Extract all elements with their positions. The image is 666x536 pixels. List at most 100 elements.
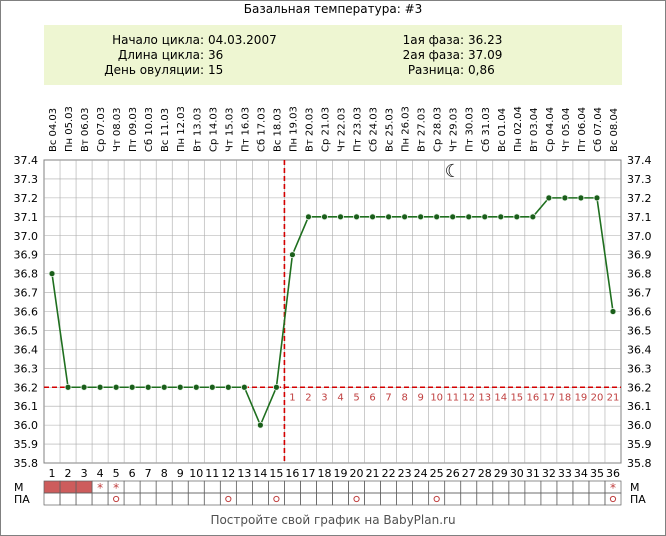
cycle-start-row: Начало цикла: 04.03.2007 bbox=[44, 33, 344, 48]
y-tick-label-left: 36.5 bbox=[14, 324, 39, 337]
phase1-row: 1ая фаза: 36.23 bbox=[344, 33, 622, 48]
date-label: Сб 24.03 bbox=[369, 107, 380, 152]
m-row-cell bbox=[332, 480, 349, 494]
temperature-point bbox=[96, 383, 104, 391]
luteal-phase-number: 12 bbox=[462, 392, 475, 403]
cycle-day-label: 30 bbox=[510, 467, 524, 480]
luteal-phase-number: 6 bbox=[369, 392, 375, 403]
cycle-day-label: 25 bbox=[430, 467, 444, 480]
y-tick-label-left: 36.9 bbox=[14, 249, 39, 262]
y-tick-label-right: 36.8 bbox=[627, 268, 652, 281]
date-label: Ср 14.03 bbox=[208, 107, 219, 152]
cycle-day-label: 3 bbox=[81, 467, 88, 480]
luteal-phase-number: 17 bbox=[543, 392, 556, 403]
cycle-day-label: 17 bbox=[301, 467, 315, 480]
temperature-point bbox=[433, 213, 441, 221]
temperature-point bbox=[513, 213, 521, 221]
pa-row-cell bbox=[59, 492, 77, 506]
cycle-info-right: 1ая фаза: 36.23 2ая фаза: 37.09 Разница:… bbox=[344, 33, 622, 78]
y-tick-label-right: 36.2 bbox=[627, 381, 652, 394]
date-label: Ср 07.03 bbox=[96, 107, 107, 152]
pa-row-cell bbox=[540, 492, 558, 506]
m-row-cell bbox=[476, 480, 494, 494]
footer-link[interactable]: Постройте свой график на BabyPlan.ru bbox=[210, 513, 456, 527]
chart-title: Базальная температура: #3 bbox=[243, 2, 423, 16]
cycle-day-label: 4 bbox=[97, 467, 104, 480]
pa-row-cell bbox=[332, 492, 349, 506]
cycle-day-label: 18 bbox=[317, 467, 331, 480]
cycle-start-value: 04.03.2007 bbox=[208, 33, 277, 47]
m-row-cell bbox=[155, 480, 173, 494]
temperature-point bbox=[577, 194, 585, 202]
date-label: Пн 19.03 bbox=[288, 106, 299, 152]
cycle-length-value: 36 bbox=[208, 48, 224, 62]
m-row-cell bbox=[428, 480, 446, 494]
pa-row-cell bbox=[155, 492, 173, 506]
date-label: Вс 11.03 bbox=[160, 108, 171, 152]
pa-row-cell bbox=[252, 492, 269, 506]
luteal-phase-number: 20 bbox=[591, 392, 604, 403]
date-label: Чт 22.03 bbox=[337, 108, 348, 153]
temperature-point bbox=[497, 213, 505, 221]
date-label: Пн 12.03 bbox=[176, 106, 187, 152]
cycle-day-label: 22 bbox=[382, 467, 396, 480]
temperature-point bbox=[192, 383, 200, 391]
cycle-info-left: Начало цикла: 04.03.2007 Длина цикла: 36… bbox=[44, 33, 344, 78]
date-label: Вс 18.03 bbox=[272, 108, 283, 152]
m-row-cell bbox=[492, 480, 510, 494]
cycle-start-label: Начало цикла: bbox=[112, 33, 204, 47]
pa-row-cell bbox=[492, 492, 510, 506]
m-row-cell bbox=[556, 480, 574, 494]
cycle-day-label: 29 bbox=[494, 467, 508, 480]
date-label: Вс 25.03 bbox=[385, 108, 396, 152]
m-row-cell bbox=[524, 480, 542, 494]
y-tick-label-left: 36.0 bbox=[14, 419, 39, 432]
luteal-phase-number: 8 bbox=[401, 392, 407, 403]
luteal-phase-number: 21 bbox=[607, 392, 620, 403]
cycle-day-label: 1 bbox=[49, 467, 56, 480]
cycle-length-label: Длина цикла: bbox=[117, 48, 204, 62]
luteal-phase-number: 15 bbox=[510, 392, 523, 403]
luteal-phase-number: 10 bbox=[430, 392, 443, 403]
date-label: Вт 06.03 bbox=[80, 108, 91, 153]
date-label: Чт 05.04 bbox=[561, 108, 572, 153]
cycle-day-label: 2 bbox=[65, 467, 72, 480]
cycle-day-label: 5 bbox=[113, 467, 120, 480]
temperature-point bbox=[144, 383, 152, 391]
cycle-day-label: 27 bbox=[462, 467, 476, 480]
date-label: Вт 13.03 bbox=[192, 108, 203, 153]
pa-circle-marker bbox=[113, 495, 120, 503]
cycle-day-label: 21 bbox=[366, 467, 380, 480]
phase1-value: 36.23 bbox=[468, 33, 503, 47]
pa-row-cell bbox=[508, 492, 526, 506]
date-label: Пт 09.03 bbox=[128, 107, 139, 152]
cycle-day-label: 31 bbox=[526, 467, 540, 480]
cycle-day-label: 13 bbox=[237, 467, 251, 480]
difference-row: Разница: 0,86 bbox=[344, 63, 622, 78]
pa-row-cell bbox=[123, 492, 141, 506]
y-tick-label-left: 37.0 bbox=[14, 230, 39, 243]
date-label: Сб 17.03 bbox=[256, 107, 267, 152]
date-label: Сб 31.03 bbox=[481, 107, 492, 152]
pa-circle-marker bbox=[273, 495, 280, 503]
cycle-day-label: 26 bbox=[446, 467, 460, 480]
cycle-day-label: 9 bbox=[177, 467, 184, 480]
m-row-cell bbox=[203, 480, 221, 494]
cycle-day-label: 36 bbox=[606, 467, 620, 480]
temperature-point bbox=[256, 421, 264, 429]
y-tick-label-right: 36.6 bbox=[627, 306, 652, 319]
date-label: Пт 30.03 bbox=[465, 107, 476, 152]
y-tick-label-right: 36.4 bbox=[627, 343, 652, 356]
cycle-day-label: 23 bbox=[398, 467, 412, 480]
m-star-marker: * bbox=[113, 481, 119, 495]
temperature-point bbox=[128, 383, 136, 391]
pa-row-cell bbox=[476, 492, 494, 506]
pa-row-cell bbox=[75, 492, 93, 506]
temperature-point bbox=[417, 213, 425, 221]
cycle-day-label: 16 bbox=[285, 467, 299, 480]
pa-row-cell bbox=[235, 492, 253, 506]
pa-row-cell bbox=[316, 492, 333, 506]
m-row-cell bbox=[572, 480, 590, 494]
phase2-label: 2ая фаза: bbox=[402, 48, 464, 62]
pa-row-cell bbox=[139, 492, 157, 506]
